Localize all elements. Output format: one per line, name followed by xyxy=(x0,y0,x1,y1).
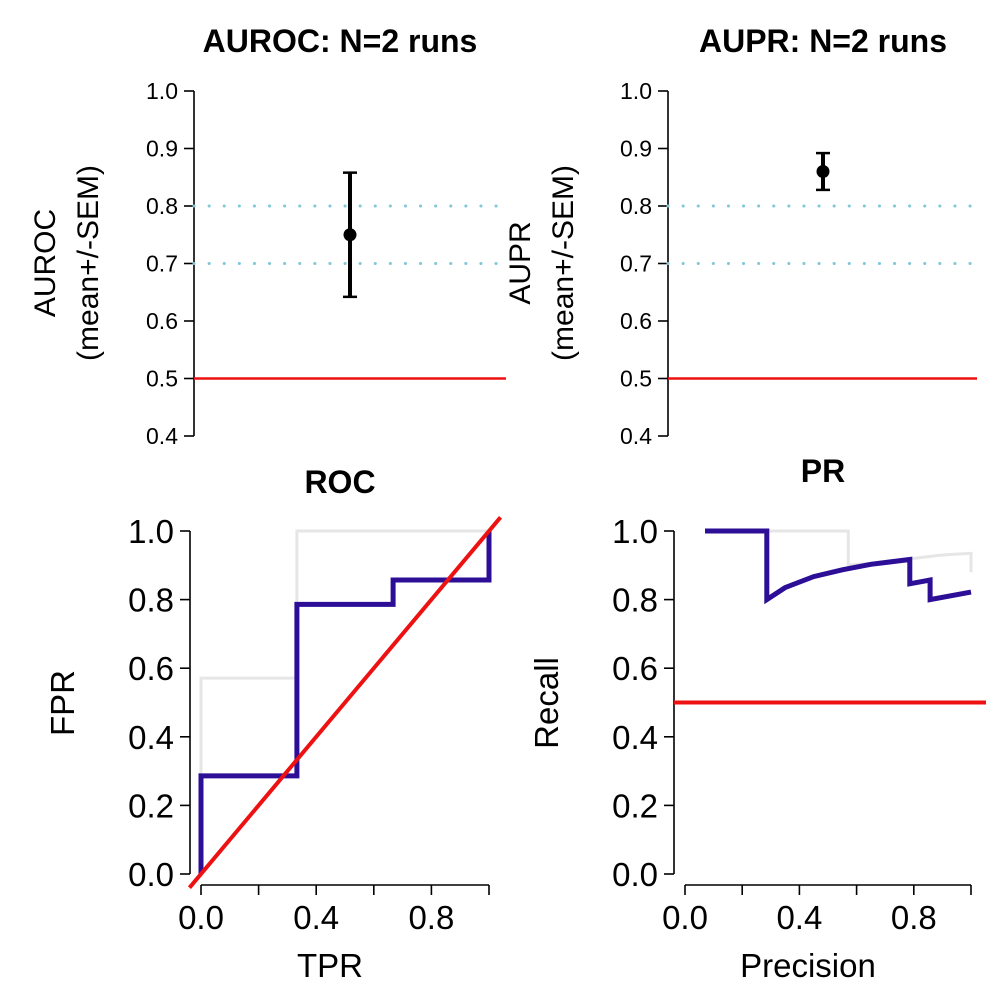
auroc-y-tick-label: 1.0 xyxy=(146,78,178,104)
pr-plot: 0.0 0.2 0.4 0.6 0.8 1.0 0.0 0.4 0.8 xyxy=(612,513,986,936)
pr-series-2-line xyxy=(705,528,972,605)
pr-y-tick-label: 1.0 xyxy=(612,513,658,550)
roc-diagonal-line xyxy=(187,515,503,890)
auroc-y-tick-label: 0.9 xyxy=(146,136,178,162)
pr-x-tick-label: 0.0 xyxy=(662,899,708,936)
roc-ylabel: FPR xyxy=(44,670,81,736)
roc-y-tick-label: 0.8 xyxy=(128,582,174,619)
aupr-y-tick-label: 0.9 xyxy=(620,136,652,162)
roc-xlabel: TPR xyxy=(297,947,363,984)
roc-y-tick-label: 1.0 xyxy=(128,513,174,550)
auroc-y-tick-label: 0.6 xyxy=(146,308,178,334)
pr-series-1-line xyxy=(705,529,973,573)
roc-y-tick-label: 0.0 xyxy=(128,856,174,893)
auroc-ylabel-line2: (mean+/-SEM) xyxy=(72,165,105,361)
roc-x-tick-label: 0.8 xyxy=(408,899,454,936)
aupr-y-tick-label: 0.7 xyxy=(620,251,652,277)
auroc-y-tick-label: 0.4 xyxy=(146,423,178,449)
aupr-ylabel-line2: (mean+/-SEM) xyxy=(547,165,580,361)
roc-y-tick-label: 0.4 xyxy=(128,719,174,756)
auroc-mean-point xyxy=(343,228,357,242)
pr-y-tick-label: 0.2 xyxy=(612,787,658,824)
roc-plot: 0.0 0.2 0.4 0.6 0.8 1.0 0.0 0.4 0.8 xyxy=(128,513,503,936)
roc-y-tick-label: 0.6 xyxy=(128,650,174,687)
aupr-ylabel-line1: AUPR xyxy=(504,221,537,304)
pr-y-tick-label: 0.8 xyxy=(612,582,658,619)
aupr-plot: 0.4 0.5 0.6 0.7 0.8 0.9 1.0 xyxy=(620,78,979,449)
aupr-title: AUPR: N=2 runs xyxy=(699,23,947,59)
aupr-y-tick-label: 0.6 xyxy=(620,308,652,334)
pr-title: PR xyxy=(801,453,845,489)
pr-x-tick-label: 0.8 xyxy=(891,899,937,936)
roc-x-tick-label: 0.0 xyxy=(178,899,224,936)
auroc-y-tick-label: 0.7 xyxy=(146,251,178,277)
auroc-y-tick-label: 0.8 xyxy=(146,193,178,219)
pr-y-tick-label: 0.0 xyxy=(612,856,658,893)
auroc-title: AUROC: N=2 runs xyxy=(203,23,478,59)
pr-ylabel: Recall xyxy=(528,657,565,749)
auroc-ylabel-line1: AUROC xyxy=(29,209,62,317)
aupr-y-tick-label: 0.4 xyxy=(620,423,652,449)
roc-y-tick-label: 0.2 xyxy=(128,787,174,824)
pr-x-tick-label: 0.4 xyxy=(776,899,822,936)
auroc-plot: 0.4 0.5 0.6 0.7 0.8 0.9 1.0 xyxy=(146,78,508,449)
auroc-y-tick-label: 0.5 xyxy=(146,366,178,392)
aupr-y-tick-label: 0.8 xyxy=(620,193,652,219)
aupr-mean-point xyxy=(816,165,830,178)
pr-y-tick-label: 0.6 xyxy=(612,650,658,687)
pr-y-tick-label: 0.4 xyxy=(612,719,658,756)
aupr-y-tick-label: 1.0 xyxy=(620,78,652,104)
roc-x-tick-label: 0.4 xyxy=(293,899,339,936)
roc-title: ROC xyxy=(304,464,375,500)
roc-series-2-line xyxy=(198,531,492,874)
aupr-y-tick-label: 0.5 xyxy=(620,366,652,392)
pr-xlabel: Precision xyxy=(740,947,876,984)
